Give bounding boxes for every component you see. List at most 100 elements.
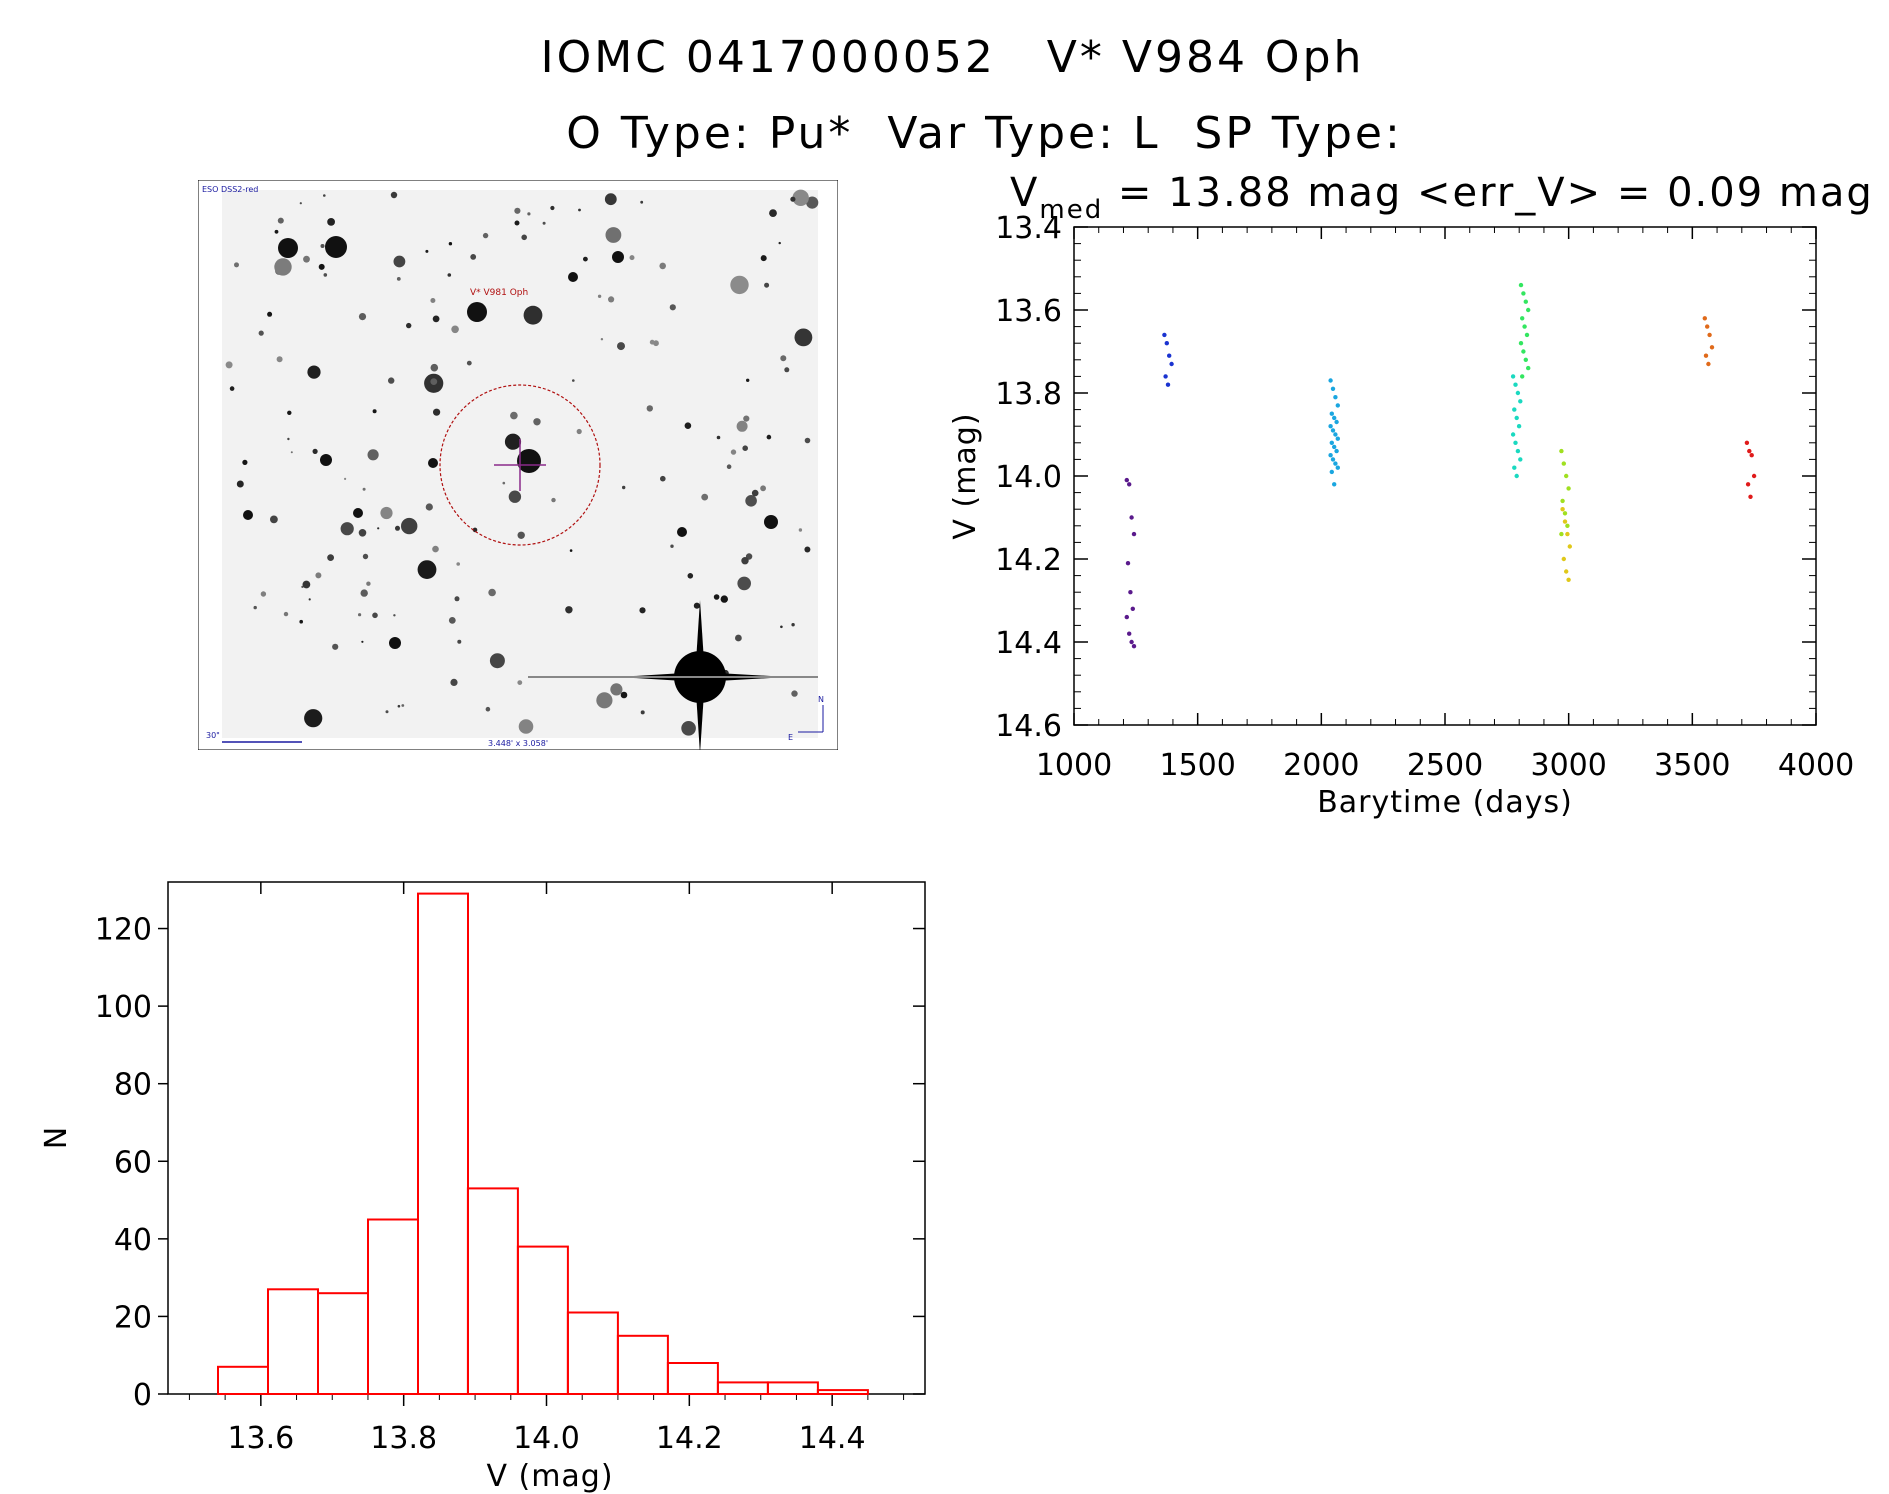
histogram-bar xyxy=(217,1365,269,1396)
star xyxy=(304,709,323,728)
star xyxy=(380,506,393,520)
star xyxy=(523,305,543,325)
star xyxy=(760,255,767,262)
lightcurve-point xyxy=(1328,424,1333,429)
star xyxy=(701,493,709,501)
star xyxy=(798,528,803,532)
star xyxy=(551,497,556,503)
lightcurve-title-sub: med xyxy=(1039,195,1103,225)
star xyxy=(395,525,400,531)
lightcurve-point xyxy=(1747,448,1752,454)
star xyxy=(287,410,292,415)
star xyxy=(388,377,395,384)
histogram-xtick-label: 14.0 xyxy=(513,1421,580,1456)
star xyxy=(450,678,458,686)
star xyxy=(367,449,379,461)
lightcurve-point xyxy=(1522,324,1527,329)
star xyxy=(267,311,273,317)
lightcurve-xtick-label: 3500 xyxy=(1654,748,1730,783)
star xyxy=(312,448,318,454)
star xyxy=(659,262,666,270)
lightcurve-point xyxy=(1520,316,1525,321)
star xyxy=(565,606,573,614)
star xyxy=(466,360,472,366)
star xyxy=(764,515,778,529)
lightcurve-point xyxy=(1335,436,1341,441)
star xyxy=(362,487,366,491)
star xyxy=(377,527,380,530)
lightcurve-title-v: V xyxy=(1010,170,1039,216)
star xyxy=(576,428,582,435)
star xyxy=(401,704,405,707)
lightcurve-point xyxy=(1523,357,1529,362)
star xyxy=(687,573,694,579)
star xyxy=(720,595,728,603)
lightcurve-point xyxy=(1561,461,1567,466)
star xyxy=(397,704,401,708)
lightcurve-point xyxy=(1163,374,1168,379)
lightcurve-point xyxy=(1513,382,1518,387)
star xyxy=(385,710,389,714)
star xyxy=(299,202,302,205)
lightcurve-point xyxy=(1124,614,1130,620)
star xyxy=(639,607,646,614)
lightcurve-point xyxy=(1516,424,1522,429)
star xyxy=(270,515,278,524)
star xyxy=(743,415,750,422)
lightcurve-point xyxy=(1521,349,1526,354)
lightcurve-point xyxy=(1526,307,1531,313)
histogram-bar xyxy=(566,1311,619,1395)
star xyxy=(764,282,770,288)
star xyxy=(620,691,628,699)
histogram-bar xyxy=(816,1389,869,1395)
lightcurve-point xyxy=(1559,531,1564,537)
lightcurve-point xyxy=(1562,519,1568,524)
histogram-ytick-label: 80 xyxy=(114,1068,152,1103)
star xyxy=(597,294,602,298)
lightcurve-point xyxy=(1131,644,1137,649)
histogram-bar xyxy=(267,1288,319,1396)
lightcurve-point xyxy=(1130,606,1136,611)
star xyxy=(472,527,478,533)
star xyxy=(390,191,398,199)
star xyxy=(327,554,334,561)
lightcurve-title-rest: = 13.88 mag <err_V> = 0.09 mag xyxy=(1103,170,1874,216)
star xyxy=(517,449,541,473)
lightcurve-point xyxy=(1333,432,1338,437)
lightcurve-point xyxy=(1165,382,1171,387)
star xyxy=(236,480,244,488)
star xyxy=(225,361,233,369)
star xyxy=(608,296,615,303)
star xyxy=(713,594,720,600)
histogram-ytick-label: 120 xyxy=(95,913,152,948)
star xyxy=(243,510,253,520)
lightcurve-point xyxy=(1510,374,1516,379)
star xyxy=(278,238,298,258)
star xyxy=(318,263,325,270)
star xyxy=(433,408,441,416)
lightcurve-point xyxy=(1564,569,1569,574)
star xyxy=(684,422,692,429)
histogram-bar xyxy=(317,1292,369,1395)
star xyxy=(362,553,369,560)
histogram-bar xyxy=(766,1381,819,1396)
star xyxy=(393,255,406,268)
lightcurve-point xyxy=(1332,482,1337,487)
lightcurve-point xyxy=(1513,440,1518,445)
lightcurve-point xyxy=(1566,577,1571,582)
star xyxy=(518,719,534,734)
star xyxy=(242,459,248,465)
star xyxy=(604,193,617,206)
star xyxy=(448,617,456,624)
lightcurve-point xyxy=(1329,440,1335,445)
star xyxy=(323,273,328,277)
lightcurve-point xyxy=(1334,448,1339,454)
lightcurve-ylabel: V (mag) xyxy=(948,412,983,539)
star xyxy=(396,277,401,281)
lightcurve-point xyxy=(1565,523,1570,528)
star xyxy=(622,485,626,490)
star xyxy=(358,313,367,321)
lightcurve-point xyxy=(1521,291,1526,296)
star xyxy=(736,420,748,432)
star xyxy=(389,637,401,649)
